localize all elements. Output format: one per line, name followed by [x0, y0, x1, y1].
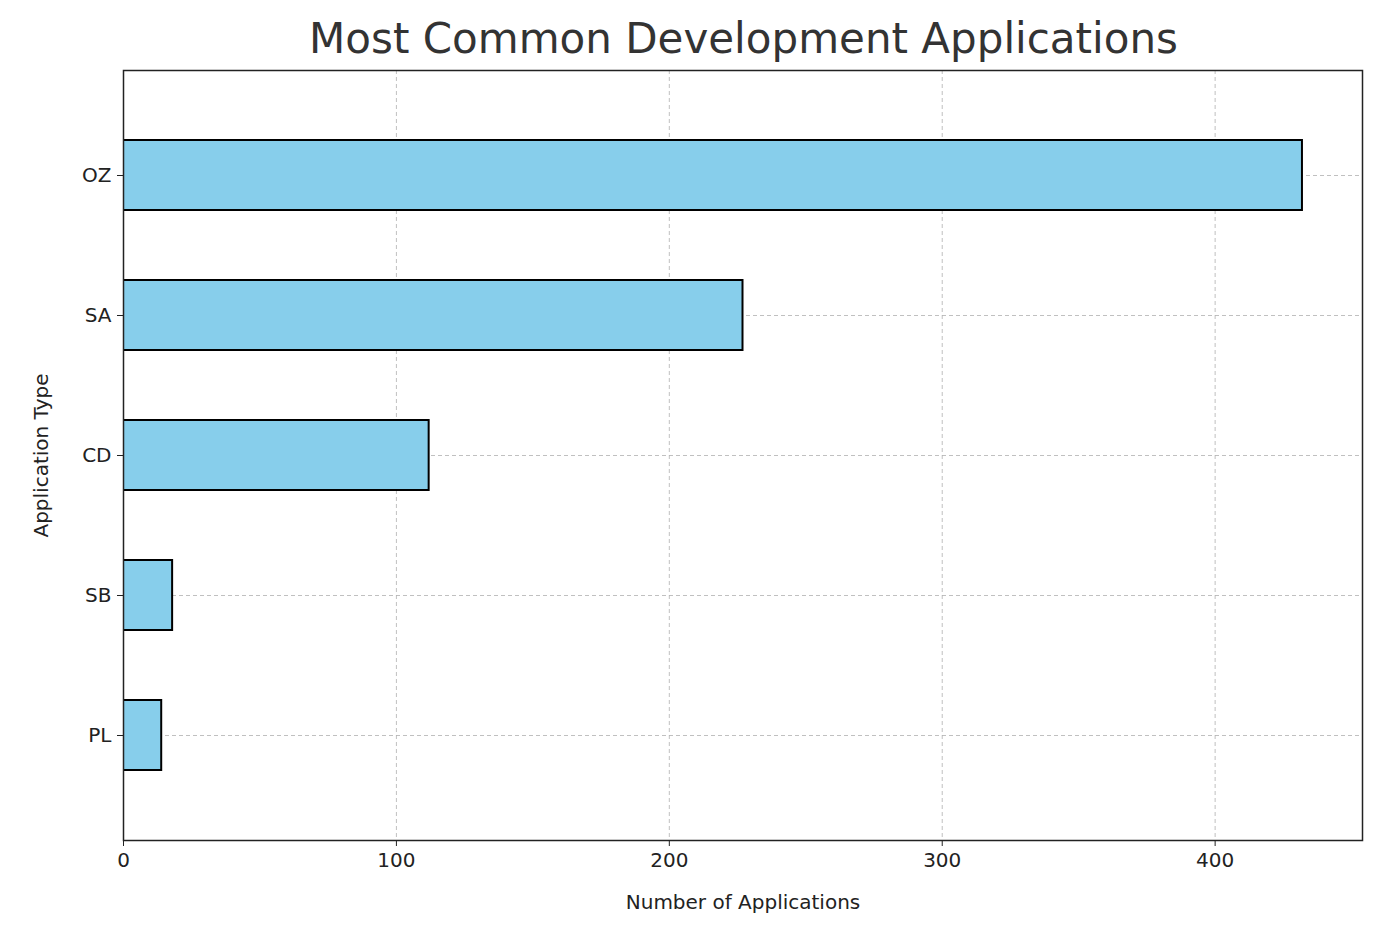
- svg-text:SB: SB: [85, 583, 111, 607]
- svg-text:OZ: OZ: [82, 163, 111, 187]
- svg-text:SA: SA: [85, 303, 112, 327]
- svg-text:200: 200: [650, 848, 688, 872]
- html-text:Most Common Development Applic: Most Common Development Applications: [309, 14, 1178, 63]
- svg-text:400: 400: [1196, 848, 1234, 872]
- svg-text:Number of Applications: Number of Applications: [626, 890, 861, 914]
- svg-text:Application Type: Application Type: [29, 373, 53, 537]
- svg-text:PL: PL: [88, 723, 112, 747]
- svg-text:CD: CD: [82, 443, 111, 467]
- svg-text:100: 100: [377, 848, 415, 872]
- svg-text:300: 300: [923, 848, 961, 872]
- svg-text:0: 0: [117, 848, 130, 872]
